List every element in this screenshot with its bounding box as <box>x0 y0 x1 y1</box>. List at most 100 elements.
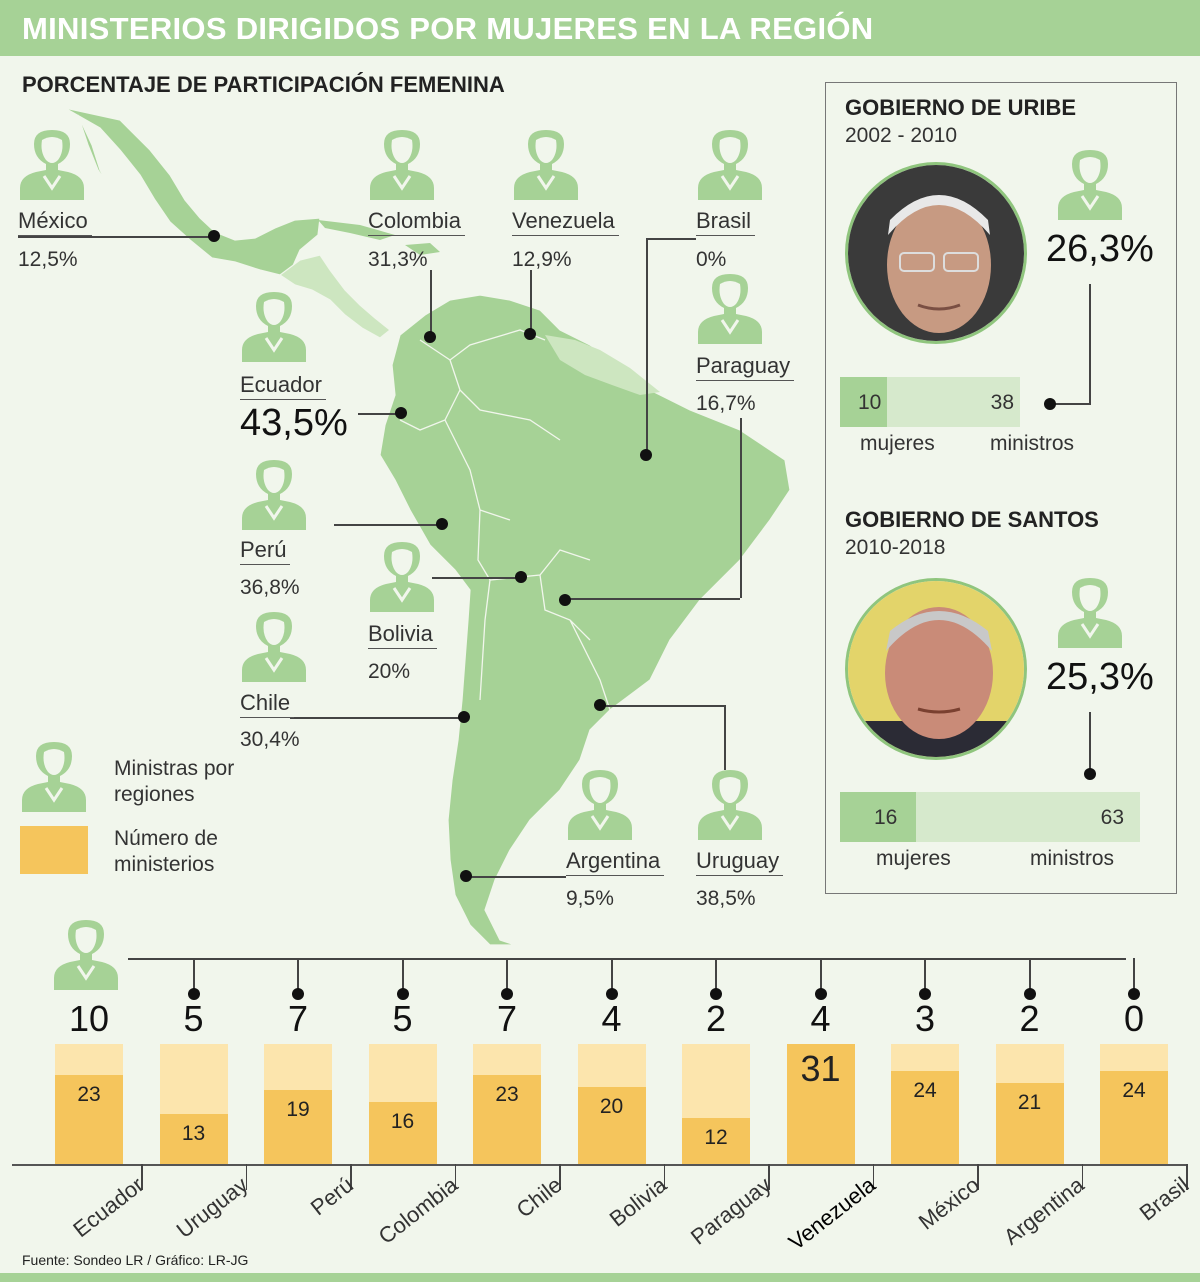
bar-value-ecuador: 23 <box>77 1082 101 1106</box>
stem-dot-uruguay <box>187 988 200 1000</box>
peru-label: Perú <box>240 536 291 565</box>
uribe-ratio-fill <box>840 377 888 427</box>
tick-peru <box>350 1164 352 1190</box>
map-central-america <box>278 254 391 339</box>
brasil-label: Brasil <box>696 207 756 236</box>
santos-person-icon <box>1056 576 1124 648</box>
bar-value-venezuela: 31 <box>800 1048 841 1089</box>
uruguay-person-icon <box>696 768 764 840</box>
women-count-mexico: 3 <box>914 998 936 1039</box>
tick-bolivia <box>663 1164 665 1190</box>
stem-colombia <box>401 958 404 992</box>
tick-colombia <box>454 1164 456 1190</box>
tick-chile <box>559 1164 561 1190</box>
women-count-venezuela: 4 <box>810 998 831 1039</box>
uribe-total-count: 38 <box>990 391 1014 414</box>
x-label-colombia: Colombia <box>373 1172 462 1249</box>
uribe-dot <box>1044 398 1056 410</box>
page-title: MINISTERIOS DIRIGIDOS POR MUJERES EN LA … <box>22 11 874 46</box>
women-count-paraguay: 2 <box>705 998 727 1039</box>
tick-mexico <box>977 1164 979 1190</box>
x-label-bolivia: Bolivia <box>604 1172 671 1232</box>
map-hispaniola <box>405 243 440 255</box>
uribe-women-count: 10 <box>858 391 882 414</box>
chile-label: Chile <box>240 689 295 718</box>
argentina-person-icon <box>566 768 634 840</box>
women-count-argentina: 2 <box>1019 998 1040 1039</box>
mexico-label: México <box>18 207 92 236</box>
women-count-chile: 7 <box>496 998 518 1039</box>
chart-top-line <box>128 958 1126 960</box>
stem-dot-brasil <box>1128 988 1140 1000</box>
women-count-colombia: 5 <box>392 998 413 1039</box>
argentina-percentage: 9,5% <box>566 887 614 910</box>
bar-value-colombia: 16 <box>390 1110 415 1134</box>
colombia-map-dot <box>424 331 436 343</box>
bar-peru <box>264 1090 332 1164</box>
x-label-argentina: Argentina <box>999 1172 1089 1250</box>
x-label-mexico: México <box>914 1172 985 1235</box>
argentina-label: Argentina <box>566 847 665 876</box>
santos-women-count: 16 <box>874 806 898 829</box>
stem-dot-colombia <box>396 988 409 1000</box>
stem-paraguay <box>715 958 717 992</box>
bottom-bar <box>0 1273 1200 1282</box>
uruguay-map-dot <box>594 699 606 711</box>
stem-dot-venezuela <box>814 988 827 1000</box>
venezuela-label: Venezuela <box>512 207 619 236</box>
paraguay-person-icon <box>696 272 764 344</box>
stem-uruguay <box>192 958 195 992</box>
stem-chile <box>506 958 508 992</box>
stem-dot-paraguay <box>710 988 722 1000</box>
paraguay-leader-line <box>565 598 740 600</box>
chart-person-icon <box>52 918 120 990</box>
ecuador-person-icon <box>240 290 308 362</box>
colombia-label: Colombia <box>368 207 465 236</box>
stem-dot-argentina <box>1023 988 1036 1000</box>
x-label-venezuela: Venezuela <box>783 1172 880 1255</box>
santos-total-count: 63 <box>1100 806 1124 829</box>
legend-person-icon <box>20 740 88 812</box>
stem-venezuela <box>819 958 822 992</box>
uribe-percentage: 26,3% <box>1046 228 1154 270</box>
source-note: Fuente: Sondeo LR / Gráfico: LR-JG <box>22 1252 249 1268</box>
legend-women-label: Ministras por regiones <box>114 757 235 806</box>
x-label-uruguay: Uruguay <box>171 1172 253 1243</box>
santos-years: 2010-2018 <box>845 536 946 559</box>
brasil-map-dot <box>640 449 652 461</box>
bolivia-label: Bolivia <box>368 620 437 649</box>
uruguay-label: Uruguay <box>696 847 784 876</box>
ecuador-leader-line <box>358 413 401 415</box>
peru-percentage: 36,8% <box>240 576 300 599</box>
uribe-women-label: mujeres <box>860 432 935 455</box>
tick-venezuela <box>872 1164 874 1190</box>
uribe-connector <box>1089 284 1091 404</box>
bar-colombia <box>368 1102 437 1164</box>
bar-brasil <box>1100 1071 1168 1164</box>
venezuela-map-dot <box>524 328 536 340</box>
tick-ecuador <box>141 1164 143 1190</box>
uribe-photo <box>845 162 1027 344</box>
bar-value-chile: 23 <box>495 1082 519 1106</box>
stem-brasil <box>1133 958 1135 992</box>
venezuela-person-icon <box>512 128 580 200</box>
stem-dot-bolivia <box>605 988 618 1000</box>
title-bar: MINISTERIOS DIRIGIDOS POR MUJERES EN LA … <box>0 0 1200 56</box>
mexico-percentage: 12,5% <box>18 248 78 271</box>
bar-mexico <box>891 1071 959 1164</box>
colombia-leader-line <box>430 270 432 337</box>
stem-mexico <box>924 958 926 992</box>
bar-ecuador <box>55 1074 123 1164</box>
peru-map-dot <box>436 518 448 530</box>
santos-ratio-fill <box>840 792 917 842</box>
chile-person-icon <box>240 610 308 682</box>
argentina-leader-line <box>466 876 566 878</box>
tick-uruguay <box>245 1164 247 1190</box>
stem-bolivia <box>610 958 613 992</box>
uribe-total-label: ministros <box>990 432 1075 455</box>
chart-baseline <box>12 1164 1188 1166</box>
santos-percentage: 25,3% <box>1046 656 1154 698</box>
legend-ministries-swatch <box>20 826 88 874</box>
tick-argentina <box>1081 1164 1083 1190</box>
bar-value-peru: 19 <box>286 1098 310 1122</box>
